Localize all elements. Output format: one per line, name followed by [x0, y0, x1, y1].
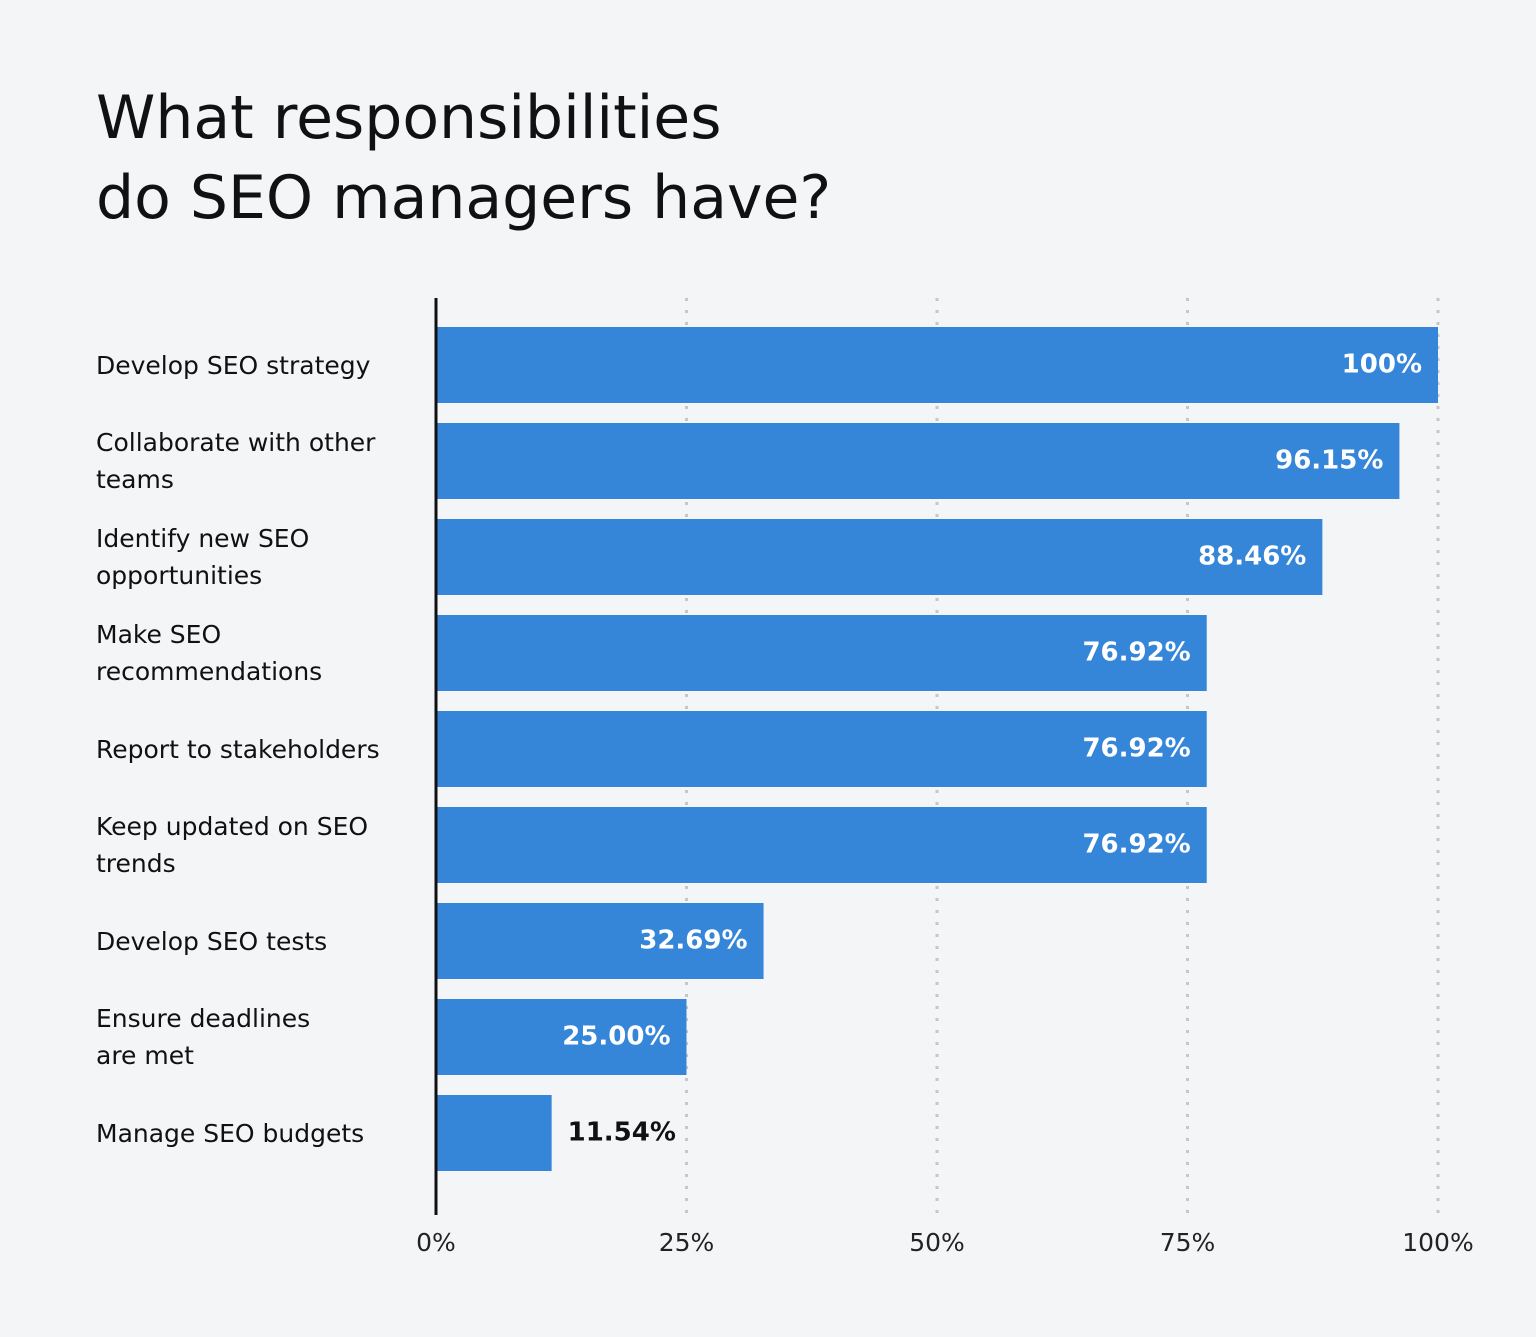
category-label: Ensure deadlines are met: [96, 1004, 311, 1070]
value-label: 32.69%: [639, 926, 747, 956]
category-label: Develop SEO tests: [96, 926, 328, 956]
category-label: Develop SEO strategy: [96, 350, 371, 380]
category-label: Collaborate with other teams: [96, 428, 376, 494]
bar: [436, 711, 1207, 787]
value-label: 88.46%: [1198, 542, 1306, 572]
x-tick-label: 100%: [1402, 1228, 1473, 1257]
bar: [436, 903, 764, 979]
value-label: 96.15%: [1275, 446, 1383, 476]
value-label: 76.92%: [1082, 638, 1190, 668]
chart-title: What responsibilities: [96, 83, 722, 153]
category-label: Make SEO recommendations: [96, 620, 323, 686]
bar: [436, 807, 1207, 883]
category-label: Manage SEO budgets: [96, 1118, 365, 1148]
value-label: 11.54%: [568, 1118, 676, 1148]
value-label: 100%: [1342, 350, 1422, 380]
x-tick-label: 75%: [1160, 1228, 1216, 1257]
bar: [436, 615, 1207, 691]
x-tick-label: 25%: [659, 1228, 715, 1257]
bar: [436, 423, 1400, 499]
value-label: 25.00%: [562, 1022, 670, 1052]
bar: [436, 1095, 552, 1171]
category-label: Identify new SEO opportunities: [96, 524, 310, 590]
x-tick-label: 50%: [909, 1228, 965, 1257]
x-tick-label: 0%: [416, 1228, 456, 1257]
category-label: Report to stakeholders: [96, 734, 380, 764]
bar: [436, 999, 687, 1075]
bar: [436, 327, 1438, 403]
value-label: 76.92%: [1082, 830, 1190, 860]
value-label: 76.92%: [1082, 734, 1190, 764]
category-label: Keep updated on SEO trends: [96, 812, 369, 878]
bar: [436, 519, 1323, 595]
chart-title: do SEO managers have?: [96, 163, 832, 233]
